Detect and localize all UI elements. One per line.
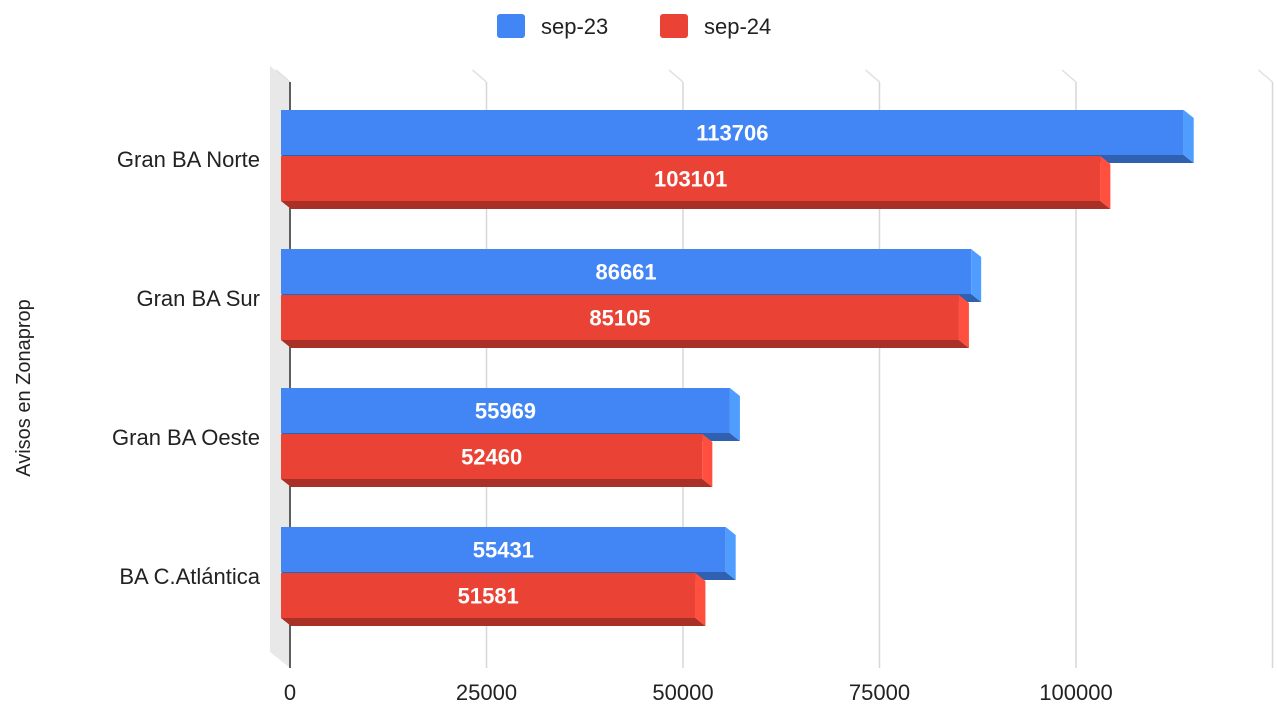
bar-front: [281, 527, 726, 572]
category-label: Gran BA Sur: [136, 286, 260, 311]
gridline-depth: [865, 69, 880, 83]
bar-sep-24-Gran BA Sur: 85105: [281, 295, 969, 348]
legend-swatch: [497, 14, 525, 38]
bar-sep-23-Gran BA Sur: 86661: [281, 249, 982, 302]
bar-end: [725, 527, 736, 580]
bar-end: [1100, 156, 1111, 209]
bar-front: [281, 573, 696, 618]
x-tick-label: 100000: [1039, 680, 1112, 705]
data-label: 55969: [475, 399, 536, 424]
gridline-depth: [275, 69, 291, 83]
bar-front: [281, 295, 959, 340]
data-label: 52460: [461, 445, 522, 470]
bar-sep-23-Gran BA Norte: 113706: [281, 110, 1194, 163]
bar-bottom: [281, 201, 1111, 209]
gridline-depth: [1258, 69, 1273, 83]
bar-bottom: [281, 340, 969, 348]
bar-end: [702, 434, 713, 487]
bar-sep-24-Gran BA Oeste: 52460: [281, 434, 713, 487]
bar-front: [281, 156, 1101, 201]
bar-end: [729, 388, 740, 441]
bar-sep-23-Gran BA Oeste: 55969: [281, 388, 740, 441]
bar-sep-24-Gran BA Norte: 103101: [281, 156, 1111, 209]
category-labels: Gran BA Norte Gran BA Sur Gran BA Oeste BA …: [112, 147, 261, 589]
bar-end: [695, 573, 706, 626]
x-tick-label: 50000: [652, 680, 713, 705]
bar-bottom: [281, 479, 713, 487]
legend-label: sep-24: [704, 14, 771, 39]
category-label: BA C.Atlántica: [119, 564, 260, 589]
legend-label: sep-23: [541, 14, 608, 39]
data-label: 51581: [458, 584, 519, 609]
bar-end: [958, 295, 969, 348]
bar-end: [1183, 110, 1194, 163]
x-tick-label: 25000: [456, 680, 517, 705]
category-label: Gran BA Oeste: [112, 425, 260, 450]
data-label: 86661: [595, 260, 656, 285]
data-label: 103101: [654, 167, 727, 192]
bar-end: [971, 249, 982, 302]
legend: sep-23 sep-24: [497, 14, 771, 39]
bars: 113706 103101 86661 85105 55969 52460 55431 515…: [281, 110, 1194, 626]
data-label: 85105: [589, 306, 650, 331]
data-label: 113706: [696, 121, 768, 146]
chart-back-wall: [270, 66, 290, 668]
bar-front: [281, 388, 730, 433]
legend-item-sep-24: sep-24: [660, 14, 771, 39]
legend-swatch: [660, 14, 688, 38]
x-tick-label: 0: [284, 680, 296, 705]
bar-front: [281, 110, 1184, 155]
tick-labels: 0 25000 50000 75000 100000: [284, 680, 1113, 705]
bar-sep-24-BA C.Atlántica: 51581: [281, 573, 706, 626]
gridline-depth: [668, 69, 684, 83]
x-tick-label: 75000: [849, 680, 910, 705]
bar-bottom: [281, 618, 706, 626]
legend-item-sep-23: sep-23: [497, 14, 608, 39]
bar-front: [281, 249, 972, 294]
gridline-depth: [1061, 69, 1077, 83]
gridline-depth: [472, 69, 487, 83]
data-label: 55431: [473, 538, 534, 563]
category-label: Gran BA Norte: [117, 147, 260, 172]
y-axis-title: Avisos en Zonaprop: [13, 299, 35, 477]
axis-wall: [270, 66, 290, 668]
bar-front: [281, 434, 703, 479]
bar-sep-23-BA C.Atlántica: 55431: [281, 527, 736, 580]
